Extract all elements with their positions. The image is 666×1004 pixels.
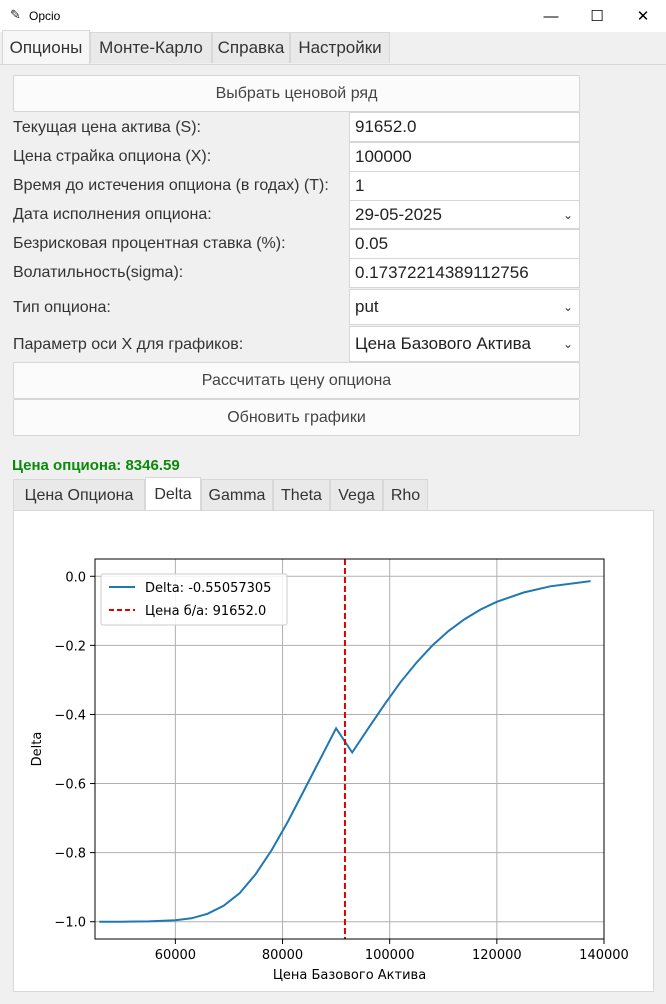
y-tick-label: −0.4 (54, 708, 86, 723)
y-tick-label: −0.8 (54, 847, 86, 862)
option-type-select[interactable]: put ⌄ (349, 289, 580, 325)
select-series-button[interactable]: Выбрать ценовой ряд (13, 75, 580, 112)
delta-chart: 60000 80000 100000 120000 140000 0.0 −0.2 −0.4 −… (30, 558, 629, 983)
x-tick-label: 60000 (155, 948, 196, 963)
tab-gamma[interactable]: Gamma (201, 479, 273, 511)
expiry-date-value: 29-05-2025 (355, 204, 442, 224)
expiry-date-select[interactable]: 29-05-2025 ⌄ (349, 200, 580, 229)
y-tick-label: 0.0 (65, 570, 86, 585)
window-title: Opcio (29, 9, 61, 23)
chevron-down-icon: ⌄ (562, 300, 573, 314)
chart-panel: 60000 80000 100000 120000 140000 0.0 −0.2 −0.4 −… (13, 510, 654, 992)
x-axis-param-select[interactable]: Цена Базового Актива ⌄ (349, 326, 580, 362)
volatility-label: Волатильность(sigma): (13, 264, 184, 281)
x-tick-label: 100000 (365, 948, 415, 963)
maximize-button[interactable]: ☐ (590, 8, 604, 25)
feather-icon: ✎ (10, 7, 21, 22)
y-tick-label: −0.6 (54, 778, 86, 793)
tab-delta[interactable]: Delta (145, 477, 201, 511)
chart-axes-frame (94, 558, 605, 940)
legend-spot-label: Цена б/а: 91652.0 (145, 604, 266, 619)
volatility-input[interactable]: 0.17372214389112756 (349, 258, 580, 288)
x-axis-label: Цена Базового Актива (273, 968, 426, 983)
strike-input[interactable]: 100000 (349, 142, 580, 172)
option-price-result: Цена опциона: 8346.59 (12, 457, 180, 474)
y-tick-label: −1.0 (54, 916, 86, 931)
update-charts-button[interactable]: Обновить графики (13, 399, 580, 436)
tab-vega[interactable]: Vega (330, 479, 383, 511)
strike-label: Цена страйка опциона (X): (13, 148, 212, 165)
title-bar: ✎ Opcio — ☐ ✕ (0, 0, 666, 32)
tab-option-price[interactable]: Цена Опциона (13, 479, 145, 511)
chart-legend: Delta: -0.55057305 Цена б/а: 91652.0 (100, 573, 288, 626)
x-axis-param-value: Цена Базового Актива (355, 334, 531, 353)
option-type-value: put (355, 297, 379, 316)
close-button[interactable]: ✕ (636, 8, 650, 25)
calculate-button[interactable]: Рассчитать цену опциона (13, 362, 580, 399)
tab-settings[interactable]: Настройки (290, 32, 390, 63)
legend-delta-label: Delta: -0.55057305 (145, 581, 271, 596)
expiry-label: Дата исполнения опциона: (13, 206, 212, 223)
y-tick-label: −0.2 (54, 639, 86, 654)
tab-rho[interactable]: Rho (383, 479, 428, 511)
rate-input[interactable]: 0.05 (349, 229, 580, 259)
x-tick-label: 140000 (579, 948, 629, 963)
spot-input[interactable]: 91652.0 (349, 112, 580, 142)
x-tick-label: 120000 (472, 948, 522, 963)
chevron-down-icon: ⌄ (562, 207, 573, 222)
chart-series (99, 559, 591, 939)
tab-help[interactable]: Справка (212, 32, 290, 63)
chevron-down-icon: ⌄ (562, 337, 573, 351)
x-axis-param-label: Параметр оси X для графиков: (13, 336, 244, 353)
tab-options[interactable]: Опционы (2, 30, 90, 64)
tab-divider (0, 64, 666, 65)
chart-ticks: 60000 80000 100000 120000 140000 0.0 −0.2 −0.4 −… (54, 570, 628, 963)
rate-label: Безрисковая процентная ставка (%): (13, 235, 286, 252)
spot-label: Текущая цена актива (S): (13, 119, 201, 136)
minimize-button[interactable]: — (543, 7, 559, 25)
y-axis-label: Delta (30, 732, 45, 767)
tab-theta[interactable]: Theta (273, 479, 330, 511)
tab-monte-carlo[interactable]: Монте-Карло (90, 32, 212, 63)
x-tick-label: 80000 (262, 948, 303, 963)
time-label: Время до истечения опциона (в годах) (T)… (13, 177, 329, 194)
option-type-label: Тип опциона: (13, 299, 111, 316)
legend-box (100, 573, 288, 626)
time-input[interactable]: 1 (349, 171, 580, 201)
delta-series-line (99, 580, 591, 923)
